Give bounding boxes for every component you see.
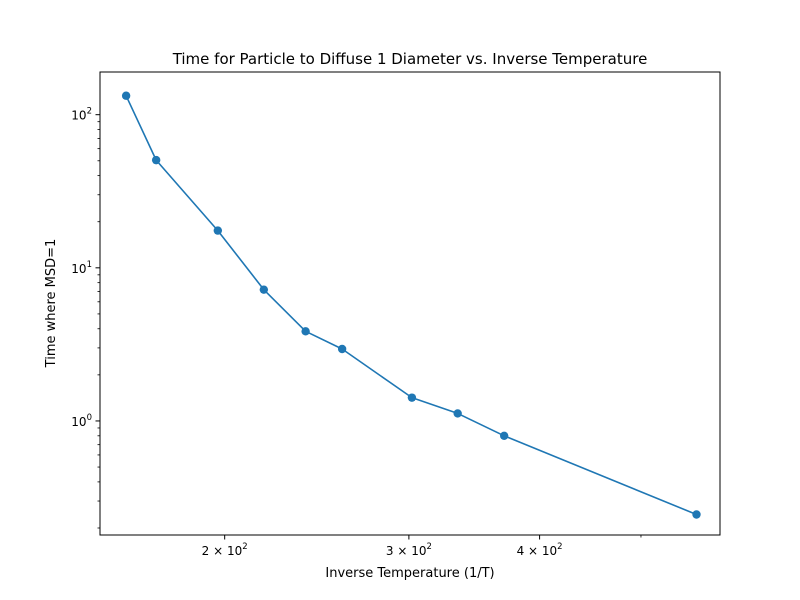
y-tick-label: 102 [71, 107, 92, 123]
y-axis-label: Time where MSD=1 [44, 239, 59, 369]
data-point [301, 327, 310, 336]
data-point [121, 91, 131, 100]
plot-frame [99, 71, 721, 536]
data-point [692, 510, 701, 519]
data-point [337, 344, 347, 354]
x-tick-label: 2 × 102 [202, 542, 248, 558]
x-axis-label: Inverse Temperature (1/T) [325, 566, 494, 581]
data-point [453, 409, 462, 418]
data-point [213, 226, 223, 235]
chart-title: Time for Particle to Diffuse 1 Diameter … [172, 50, 648, 68]
data-point [499, 431, 509, 440]
plot-background [100, 72, 720, 535]
data-point [259, 285, 269, 294]
x-tick-label: 4 × 102 [517, 542, 563, 558]
series-line [125, 95, 697, 516]
y-tick-label: 101 [71, 260, 92, 276]
data-point [151, 155, 161, 165]
series-group [121, 91, 701, 519]
data-point [407, 393, 417, 402]
x-tick-label: 3 × 102 [386, 542, 432, 558]
y-tick-label: 100 [71, 413, 92, 429]
